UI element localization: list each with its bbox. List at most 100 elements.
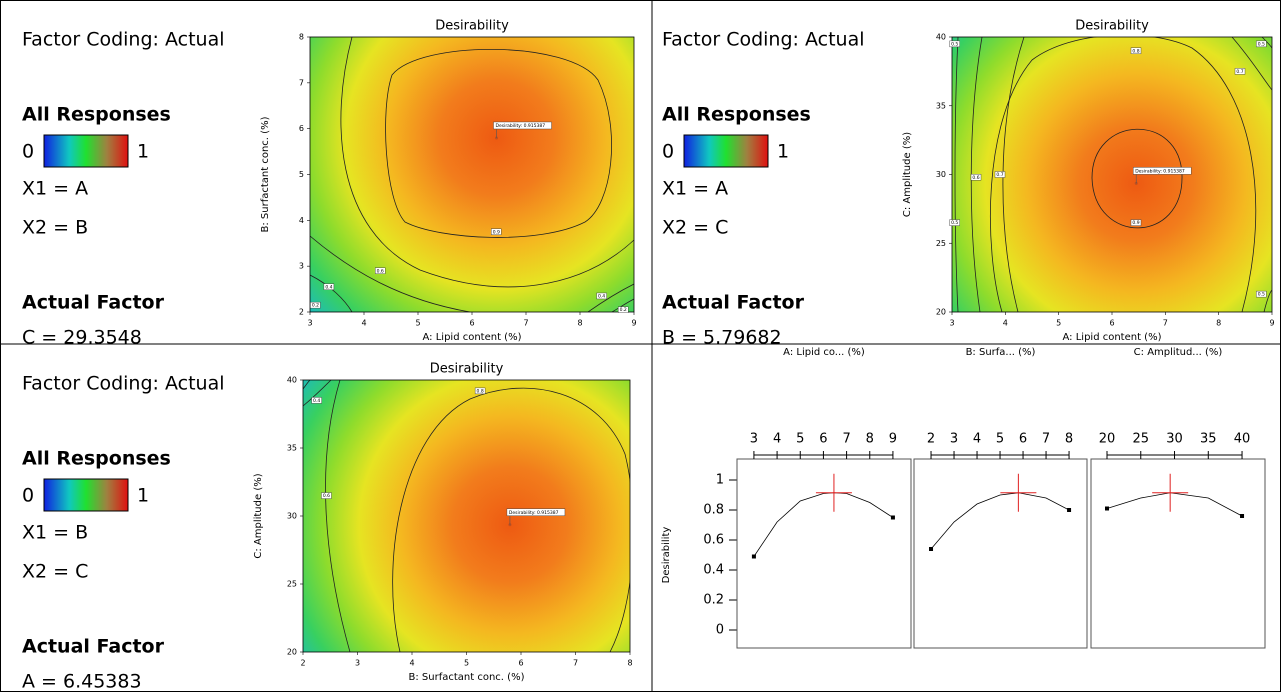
y-tick-label: 0.4 (703, 563, 724, 578)
factor-x1: X1 = A (22, 178, 88, 200)
x-tick-label: 5 (415, 319, 420, 328)
legend-title: All Responses (22, 104, 171, 126)
contour-label-box (1130, 47, 1142, 54)
contour-label-box (1256, 290, 1267, 298)
flag-box (506, 508, 566, 516)
y-tick-label: 25 (936, 239, 946, 248)
x-tick-label: 7 (1163, 319, 1168, 328)
contour-label-box (994, 171, 1006, 178)
x-tick-label: 5 (1056, 319, 1061, 328)
contour-line (990, 37, 1257, 312)
contour-label: 0.5 (1258, 41, 1265, 47)
panel: Factor Coding: Actual All Responses 0 1 X1 =… (22, 19, 637, 349)
contour-label-box (375, 267, 386, 274)
contour-line (303, 380, 332, 407)
contours (310, 37, 634, 312)
y-tick-label: 35 (936, 101, 946, 110)
colorbar (43, 134, 129, 168)
factor-x2: X2 = C (22, 561, 88, 583)
curve-end (751, 554, 756, 559)
y-tick-label: 7 (299, 78, 304, 87)
contour-label: 0.6 (377, 268, 384, 274)
y-tick-label: 0.2 (703, 593, 724, 608)
y-tick-label: 5 (299, 170, 304, 179)
contour-label-box (1234, 68, 1246, 75)
colorbar-high: 1 (137, 141, 149, 163)
contour-line (1263, 289, 1272, 312)
x-tick-label: 5 (464, 659, 469, 668)
actual-factor-title: Actual Factor (22, 292, 165, 314)
x-axis-label: A: Lipid content (%) (1063, 332, 1162, 343)
contour-label: 0.5 (951, 220, 958, 226)
contour-line (392, 387, 630, 652)
desirability-curve (930, 492, 1070, 550)
ramp-frame (913, 458, 1088, 649)
contour-line (1261, 37, 1272, 49)
x-tick-label: 35 (1200, 432, 1217, 447)
x-tick-label: 9 (1269, 319, 1274, 328)
y-tick-label: 1 (716, 473, 724, 488)
heatmap (952, 37, 1272, 312)
x-tick-label: 8 (1216, 319, 1221, 328)
x-tick-label: 6 (518, 659, 523, 668)
colorbar-high: 1 (137, 485, 149, 507)
x-tick-label: 40 (1234, 432, 1251, 447)
x-tick-label: 3 (950, 432, 958, 447)
panel: Factor Coding: Actual All Responses 0 1 X1 =… (22, 362, 633, 692)
x-tick-label: 7 (1042, 432, 1050, 447)
contour-line (310, 274, 353, 312)
contour-label: 0.8 (477, 388, 484, 394)
curve-end (1105, 506, 1110, 511)
x-tick-label: 8 (866, 432, 874, 447)
x-tick-label: 6 (1019, 432, 1027, 447)
x-tick-label: 4 (773, 432, 781, 447)
x-tick-label: 30 (1166, 432, 1183, 447)
contour-line (303, 380, 311, 390)
contour-label-box (491, 228, 502, 235)
y-tick-label: 40 (287, 376, 297, 385)
x-tick-label: 8 (577, 319, 582, 328)
contour-label-box (321, 492, 332, 499)
actual-factor: C = 29.3548 (22, 327, 142, 349)
chart-title: Desirability (1075, 19, 1149, 34)
contour-line (611, 298, 634, 312)
contour-line (1091, 128, 1183, 229)
x-tick-label: 9 (631, 319, 636, 328)
y-tick-label: 8 (299, 33, 304, 42)
flag-label: Desirability: 0.915387 (496, 123, 546, 129)
curve-end (929, 547, 934, 551)
x-tick-label: 6 (1109, 319, 1114, 328)
x-axis-label: B: Surfactant conc. (%) (409, 672, 525, 683)
contour-label: 0.2 (312, 303, 319, 309)
contour-label-box (970, 174, 982, 181)
ramp-header: C: Amplitud... (%) (1134, 347, 1223, 358)
heatmap (303, 380, 630, 652)
contour-label-box (596, 292, 607, 300)
y-tick-label: 2 (299, 308, 304, 317)
factor-x2: X2 = B (22, 217, 88, 239)
flag-box (493, 121, 552, 130)
contours (954, 37, 1272, 312)
contour-label: 0.2 (620, 307, 627, 313)
contour-label: 0.4 (325, 284, 332, 290)
contour-line (310, 235, 471, 312)
x-tick-label: 8 (1065, 432, 1073, 447)
contour-label: 0.7 (996, 172, 1003, 178)
contour-label: 0.9 (1132, 220, 1139, 226)
y-tick-label: 3 (299, 262, 304, 271)
flag-label: Desirability: 0.915387 (1135, 168, 1185, 174)
y-tick-label: 0.6 (703, 533, 724, 548)
chart-title: Desirability (430, 362, 504, 377)
colorbar-high: 1 (777, 141, 789, 163)
colorbar-low: 0 (22, 485, 34, 507)
colorbar-low: 0 (662, 141, 674, 163)
curve-end (1240, 514, 1245, 518)
x-tick-label: 6 (469, 319, 474, 328)
colorbar-low: 0 (22, 141, 34, 163)
colorbar (683, 134, 769, 168)
x-tick-label: 3 (949, 319, 954, 328)
actual-factor: B = 5.79682 (662, 327, 782, 349)
curve-end (890, 515, 895, 520)
x-tick-label: 20 (1099, 432, 1116, 447)
x-tick-label: 3 (750, 432, 758, 447)
